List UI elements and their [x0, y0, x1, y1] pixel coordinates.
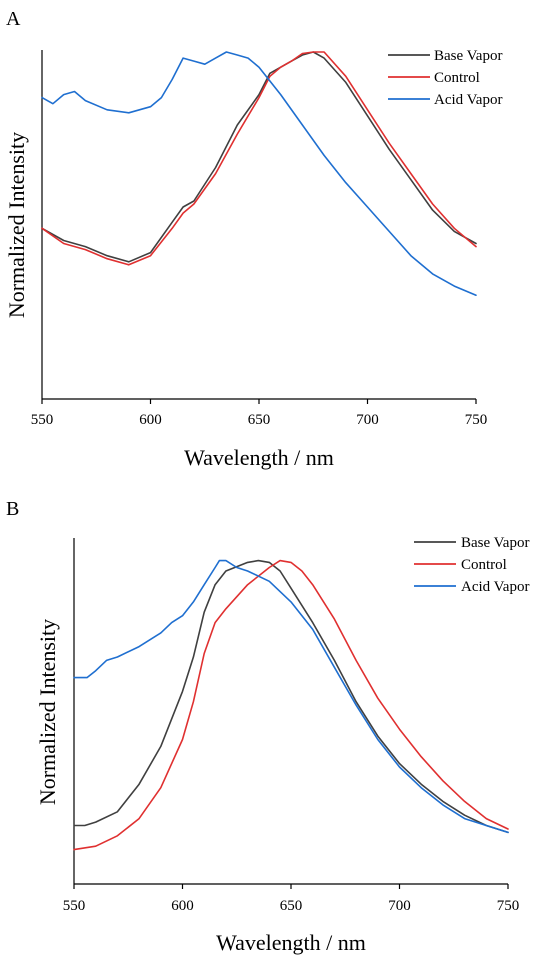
x-tick-label: 600 [171, 898, 194, 914]
x-axis-title: Wavelength / nm [184, 445, 334, 470]
x-tick-label: 650 [248, 412, 271, 428]
x-tick-label: 700 [388, 898, 411, 914]
y-axis-title: Normalized Intensity [35, 619, 60, 805]
series-line-acid-vapor [73, 559, 509, 834]
legend-label: Control [461, 557, 507, 573]
y-axis-title: Normalized Intensity [4, 132, 29, 318]
legend: Base Vapor Control Acid Vapor [414, 535, 529, 595]
x-tick-label: 550 [63, 898, 86, 914]
x-tick-label: 750 [465, 412, 488, 428]
chart-panel-b: B 550 600 650 700 750 Wavelength / nm Normalize… [6, 498, 529, 955]
x-tick-label: 600 [139, 412, 162, 428]
legend-label: Base Vapor [434, 48, 502, 64]
panel-label: B [6, 498, 19, 520]
legend-label: Base Vapor [461, 535, 529, 551]
series-line-acid-vapor [41, 51, 477, 296]
legend-label: Control [434, 70, 480, 86]
chart-panel-a: A 550 600 650 700 750 Wavelength / nm Normalize… [4, 8, 502, 470]
x-tick-label: 550 [31, 412, 54, 428]
panel-label: A [6, 8, 21, 30]
x-axis-title: Wavelength / nm [216, 930, 366, 955]
series-line-control [41, 51, 477, 266]
series-line-base-vapor [41, 51, 477, 263]
x-tick-label: 650 [280, 898, 303, 914]
series-line-base-vapor [73, 559, 509, 834]
x-tick-label: 700 [356, 412, 379, 428]
series-line-control [73, 559, 509, 851]
x-tick-label: 750 [497, 898, 520, 914]
legend: Base Vapor Control Acid Vapor [388, 48, 502, 108]
legend-label: Acid Vapor [461, 579, 529, 595]
legend-label: Acid Vapor [434, 92, 502, 108]
